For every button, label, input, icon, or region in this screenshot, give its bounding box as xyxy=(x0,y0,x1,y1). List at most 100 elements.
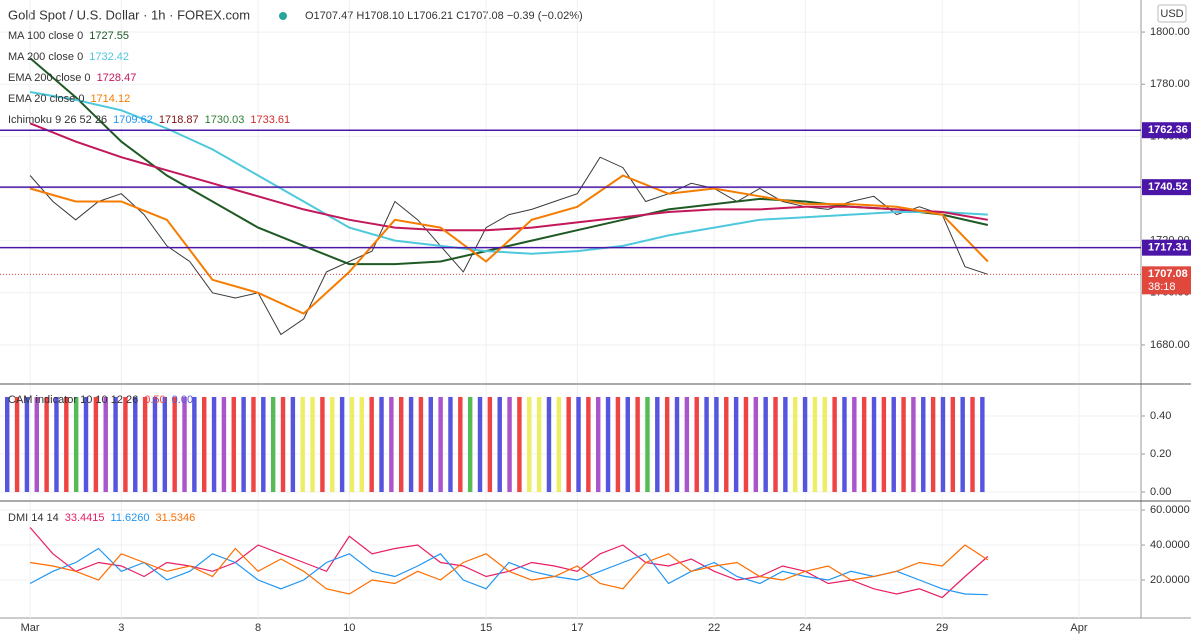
cam-bar xyxy=(359,396,365,493)
legend-value: 1718.87 xyxy=(159,114,199,126)
legend-value: 31.5346 xyxy=(155,512,195,524)
cam-bar xyxy=(586,396,591,493)
cam-bar xyxy=(34,396,39,493)
x-tick-label: 22 xyxy=(708,622,720,634)
cam-bar xyxy=(477,396,483,493)
cam-bar xyxy=(448,396,453,493)
legend-name: MA 100 close 0 xyxy=(8,30,83,42)
legend-value: 1732.42 xyxy=(89,51,129,63)
cam-bar xyxy=(64,396,69,493)
cam-bar xyxy=(320,396,325,493)
x-tick-label: 15 xyxy=(480,622,492,634)
legend-entry: Ichimoku 9 26 52 26 1709.62 1718.87 1730.03… xyxy=(8,114,290,126)
cam-bar xyxy=(536,396,542,493)
cam-bar xyxy=(763,396,768,493)
market-status xyxy=(279,12,287,20)
y-tick-label: 60.0000 xyxy=(1150,504,1190,516)
cam-bar xyxy=(182,396,187,493)
cam-bar xyxy=(704,396,709,493)
cam-bar xyxy=(270,396,276,493)
legend-name: CAM indicator 10 10 12 26 xyxy=(8,394,138,406)
cam-bar xyxy=(940,396,946,493)
cam-bar xyxy=(733,396,739,493)
cam-bar xyxy=(694,396,699,493)
cam-bar xyxy=(142,396,148,493)
legend-entry: CAM indicator 10 10 12 26 0.50 0.00 xyxy=(8,394,193,406)
cam-bar xyxy=(645,396,650,493)
cam-bar xyxy=(428,396,433,493)
cam-bar xyxy=(970,396,975,493)
currency-box[interactable] xyxy=(1157,4,1187,23)
cam-bar xyxy=(822,396,827,493)
cam-bar xyxy=(960,396,965,493)
cam-bar xyxy=(566,396,571,493)
cam-bar xyxy=(24,396,30,493)
cam-bar xyxy=(172,396,177,493)
cam-bar xyxy=(714,396,719,493)
cam-bar xyxy=(310,396,315,493)
cam-bar xyxy=(615,396,621,493)
legend-value: 0.00 xyxy=(172,394,193,406)
cam-bar xyxy=(802,396,808,493)
cam-bar xyxy=(261,396,266,493)
cam-bar xyxy=(369,396,374,493)
cam-bar xyxy=(881,396,887,493)
cam-bar xyxy=(556,396,562,493)
cam-bar xyxy=(497,396,502,493)
cam-bar xyxy=(753,396,759,493)
cam-bar xyxy=(576,396,581,493)
legend-value: 33.4415 xyxy=(65,512,105,524)
level-badge xyxy=(1142,239,1191,256)
cam-bar xyxy=(103,396,108,493)
y-tick-label: 1780.00 xyxy=(1150,78,1190,90)
y-tick-label: 0.20 xyxy=(1150,448,1171,460)
last-price-label: 1707.08 xyxy=(1148,268,1188,280)
cam-bar xyxy=(605,396,611,493)
currency[interactable]: USD xyxy=(1160,8,1183,20)
cam-bar xyxy=(487,396,493,493)
x-tick-label: 29 xyxy=(936,622,948,634)
dmi-line xyxy=(29,547,988,596)
cam-bar xyxy=(507,396,512,493)
ohlc: O1707.47 H1708.10 L1706.21 C1707.08 −0.3… xyxy=(305,10,583,22)
legend-value: 1730.03 xyxy=(205,114,245,126)
cam-bar xyxy=(950,396,956,493)
level-label: 1762.36 xyxy=(1148,124,1188,136)
cam-bar xyxy=(596,396,601,493)
cam-bar xyxy=(83,396,89,493)
legend-value: 0.50 xyxy=(144,394,165,406)
cam-bar xyxy=(793,396,798,493)
legend-entry: MA 200 close 0 1732.42 xyxy=(8,51,129,63)
cam-bar xyxy=(812,396,818,493)
cam-bar xyxy=(290,396,296,493)
legend-name: EMA 200 close 0 xyxy=(8,72,91,84)
cam-bar xyxy=(861,396,867,493)
cam-bar xyxy=(389,396,394,493)
cam-bar xyxy=(231,396,236,493)
legend-name: Ichimoku 9 26 52 26 xyxy=(8,114,107,126)
legend-entry: EMA 200 close 0 1728.47 xyxy=(8,72,136,84)
cam-bar xyxy=(192,396,197,493)
cam-bar xyxy=(911,396,916,493)
y-tick-label: 40.0000 xyxy=(1150,539,1190,551)
cam-bar xyxy=(133,396,138,493)
cam-bar xyxy=(674,396,680,493)
level-badge xyxy=(1142,122,1191,139)
legend-value: 1727.55 xyxy=(89,30,129,42)
cam-bar xyxy=(517,396,522,493)
x-tick-label: 17 xyxy=(571,622,583,634)
moving-average xyxy=(29,174,989,315)
cam-bar xyxy=(399,396,404,493)
legend-name: DMI 14 14 xyxy=(8,512,59,524)
cam-bar xyxy=(832,396,837,493)
cam-bar xyxy=(852,396,857,493)
cam-bar xyxy=(842,396,847,493)
cam-bar xyxy=(221,396,227,493)
cam-bar xyxy=(330,396,335,493)
cam-bar xyxy=(980,396,985,493)
cam-bar xyxy=(162,396,168,493)
x-tick-label: Mar xyxy=(21,622,40,634)
cam-bar xyxy=(458,396,463,493)
